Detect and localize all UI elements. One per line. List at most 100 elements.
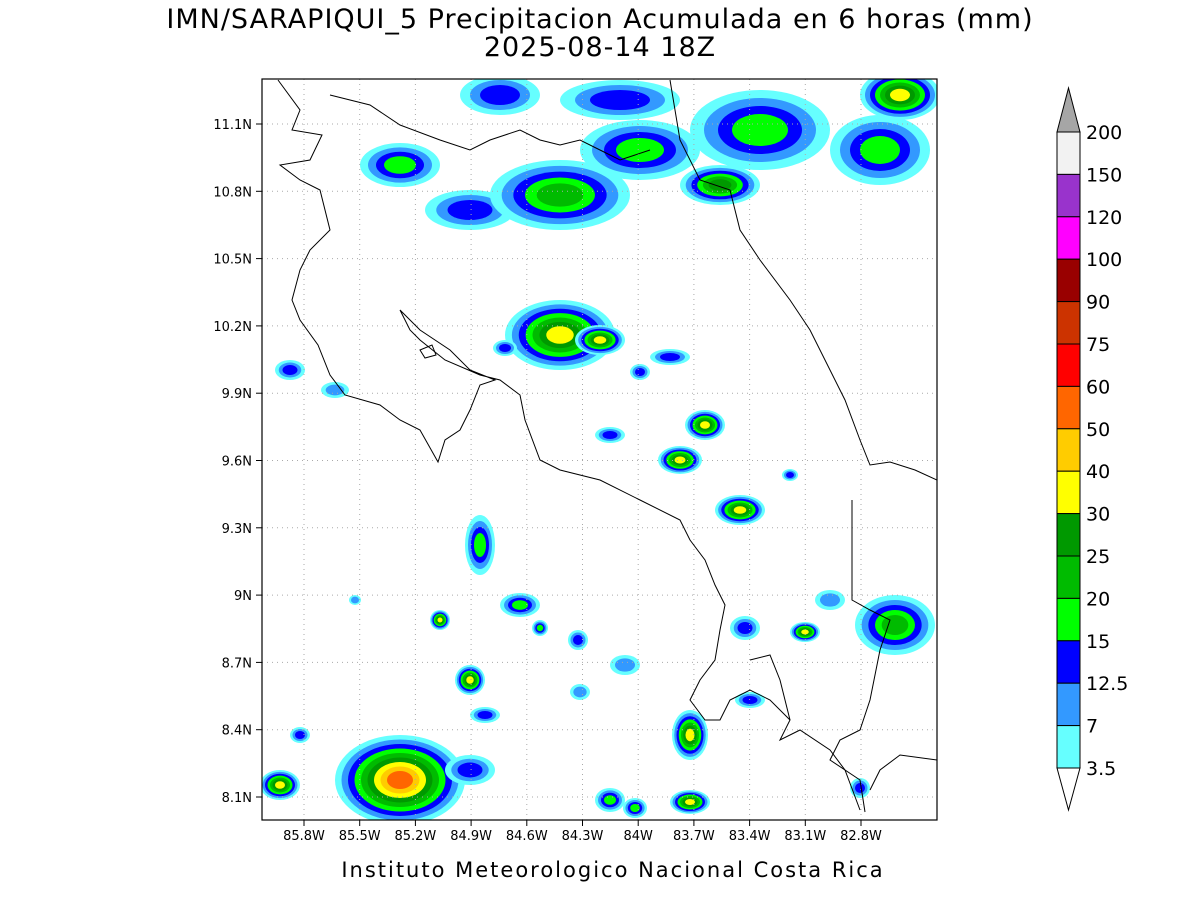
ticks: 11.1N 10.8N 10.5N 10.2N 9.9N 9.6N 9.3N 9N 8.7N 8.… [213, 118, 882, 844]
precip-area [387, 771, 413, 789]
lat-label: 9.3N [222, 522, 252, 537]
precip-area [732, 114, 788, 146]
lon-label: 84.6W [506, 829, 548, 844]
colorbar-label: 15 [1086, 631, 1110, 653]
lon-label: 83.7W [673, 829, 715, 844]
precip-area [737, 622, 753, 634]
precip-area [282, 365, 298, 375]
map-frame [261, 78, 938, 821]
precip-area [512, 600, 528, 610]
lat-label: 10.8N [213, 185, 252, 200]
colorbar-label: 90 [1086, 292, 1110, 314]
lon-label: 84.3W [562, 829, 604, 844]
precip-area [820, 593, 840, 607]
precip-area [615, 658, 635, 672]
precip-area [573, 686, 587, 698]
colorbar-box [1056, 343, 1081, 387]
precip-area [457, 762, 483, 778]
colorbar-box [1056, 470, 1081, 515]
coastlines [277, 79, 937, 813]
colorbar-box [1056, 131, 1081, 175]
precip-area [546, 326, 574, 344]
colorbar-box [1056, 597, 1081, 642]
precip-area [708, 179, 732, 191]
precip-area [860, 136, 900, 164]
lat-label: 9N [234, 589, 252, 604]
precip-area [384, 156, 416, 174]
colorbar-box [1056, 513, 1081, 557]
colorbar-label: 60 [1086, 376, 1110, 398]
lat-label: 10.5N [213, 253, 252, 268]
lon-label: 83.4W [729, 829, 771, 844]
precip-area [573, 635, 583, 645]
lat-label: 8.1N [222, 791, 252, 806]
precip-area [602, 431, 618, 439]
precip-area [801, 629, 809, 635]
precip-area [685, 728, 695, 742]
colorbar-label: 200 [1086, 122, 1122, 144]
lon-label: 84W [623, 829, 653, 844]
precip-area [295, 731, 305, 739]
lat-label: 9.9N [222, 387, 252, 402]
precip-area [630, 804, 640, 812]
precip-area [474, 533, 486, 557]
precip-area [536, 624, 544, 632]
colorbar-label: 30 [1086, 504, 1110, 526]
colorbar-box [1056, 258, 1081, 303]
colorbar-label: 20 [1086, 588, 1110, 610]
precip-area [742, 696, 758, 704]
colorbar-box [1056, 428, 1081, 472]
colorbar-label: 120 [1086, 207, 1122, 229]
precip-area [674, 456, 686, 464]
lon-label: 85.2W [394, 829, 436, 844]
colorbar-label: 50 [1086, 419, 1110, 441]
precip-area [616, 138, 664, 162]
colorbar-box [1056, 385, 1081, 430]
colorbar-label: 25 [1086, 546, 1110, 568]
precip-area [466, 676, 474, 684]
precip-area [881, 615, 909, 635]
precip-area [447, 200, 493, 220]
colorbar-label: 100 [1086, 249, 1122, 271]
precip-area [536, 183, 584, 207]
colorbar-box [1056, 640, 1081, 684]
lat-label: 8.4N [222, 724, 252, 739]
colorbar-box [1056, 216, 1081, 260]
precip-area [635, 368, 645, 376]
footer: Instituto Meteorologico Nacional Costa R… [341, 858, 884, 882]
colorbar-label: 40 [1086, 461, 1110, 483]
precip-area [590, 90, 650, 110]
precip-area [480, 85, 520, 105]
precip-area [855, 783, 865, 793]
colorbar-label: 150 [1086, 164, 1122, 186]
colorbar-box [1056, 173, 1081, 218]
precip-area [604, 795, 616, 805]
precip-area [700, 421, 710, 429]
lat-label: 9.6N [222, 455, 252, 470]
lat-label: 11.1N [213, 118, 252, 133]
lon-label: 85.5W [339, 829, 381, 844]
grid [262, 79, 937, 820]
colorbar: 200 150 120 100 90 75 60 50 40 30 25 20 15 12.5 7 3.5 [1056, 86, 1128, 812]
precip-area [786, 472, 794, 478]
colorbar-box [1056, 682, 1081, 727]
title: IMN/SARAPIQUI_5 Precipitacion Acumulada … [166, 4, 1033, 35]
precip-area [890, 88, 910, 102]
lon-label: 84.9W [450, 829, 492, 844]
colorbar-label: 7 [1086, 716, 1098, 738]
precip-area [593, 336, 607, 344]
precip-area [351, 596, 359, 604]
colorbar-box [1056, 555, 1081, 599]
lon-label: 82.8W [840, 829, 882, 844]
precip-area [275, 781, 285, 789]
colorbar-label: 75 [1086, 334, 1110, 356]
subtitle: 2025-08-14 18Z [484, 32, 716, 63]
lon-label: 85.8W [283, 829, 325, 844]
precipitation-field [262, 79, 937, 820]
colorbar-under [1056, 767, 1081, 812]
lat-label: 8.7N [222, 656, 252, 671]
precip-area [499, 344, 511, 352]
lat-label: 10.2N [213, 320, 252, 335]
precip-area [685, 799, 695, 805]
